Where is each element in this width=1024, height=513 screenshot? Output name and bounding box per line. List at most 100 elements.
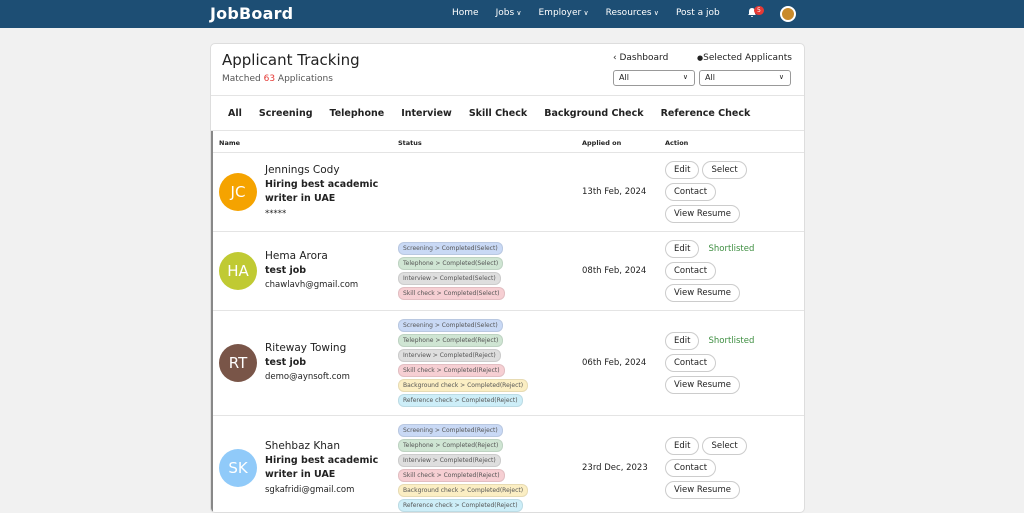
contact: chawlavh@gmail.com: [265, 280, 359, 291]
column-header: Applied on: [582, 139, 622, 147]
column-header: Action: [665, 139, 689, 147]
actions: Edit Select Contact View Resume: [665, 153, 795, 231]
matched-suffix: Applications: [277, 74, 333, 84]
applicant-row: SK Shehbaz Khan Hiring best academic write…: [213, 416, 804, 512]
nav-links: Home Jobs Employer Resources Post a job: [452, 8, 720, 18]
actions: Edit Shortlisted Contact View Resume: [665, 324, 795, 402]
resume-button[interactable]: View Resume: [665, 376, 740, 394]
avatar: RT: [219, 344, 257, 382]
edit-button[interactable]: Edit: [665, 332, 700, 350]
job-title: test job: [265, 264, 307, 276]
status-pill: Screening > Completed(Reject): [398, 424, 503, 437]
applicant: JC Jennings Cody Hiring best academic writ…: [219, 163, 380, 221]
status-pill: Skill check > Completed(Reject): [398, 469, 505, 482]
tabs: All Screening Telephone Interview Skill Chec…: [211, 95, 804, 131]
applicant-info: Jennings Cody Hiring best academic writer…: [265, 163, 380, 221]
edit-button[interactable]: Edit: [665, 161, 700, 179]
applicant-name[interactable]: Jennings Cody: [265, 164, 340, 176]
job-title: test job: [265, 356, 307, 368]
status-pill: Interview > Completed(Select): [398, 272, 501, 285]
tab[interactable]: Telephone: [329, 107, 385, 119]
tab[interactable]: Interview: [401, 107, 452, 119]
contact-button[interactable]: Contact: [665, 354, 717, 372]
applicant-row: RT Riteway Towing test job demo@aynsoft.com…: [213, 311, 804, 416]
edit-button[interactable]: Edit: [665, 240, 700, 258]
avatar: SK: [219, 449, 257, 487]
shortlisted-label: Shortlisted: [708, 244, 755, 254]
edit-button[interactable]: Edit: [665, 437, 700, 455]
avatar: JC: [219, 173, 257, 211]
applicant: RT Riteway Towing test job demo@aynsoft.com: [219, 341, 380, 385]
applied-date: 23rd Dec, 2023: [582, 463, 648, 473]
status-pill: Skill check > Completed(Reject): [398, 364, 505, 377]
tracking-card: Applicant Tracking Matched 63 Applicatio…: [210, 43, 805, 513]
applicant: HA Hema Arora test job chawlavh@gmail.com: [219, 249, 380, 293]
status-pill: Interview > Completed(Reject): [398, 349, 501, 362]
filter-select[interactable]: All: [613, 70, 695, 86]
shortlisted-label: Shortlisted: [708, 336, 755, 346]
status-pill: Background check > Completed(Reject): [398, 379, 529, 392]
contact: sgkafridi@gmail.com: [265, 484, 355, 495]
table: Name Status Applied on Action JC Jennings…: [211, 131, 804, 512]
applicant-name[interactable]: Shehbaz Khan: [265, 440, 341, 452]
column-header: Status: [398, 139, 422, 147]
selected-link[interactable]: Selected Applicants: [697, 53, 792, 63]
tab[interactable]: Screening: [258, 107, 313, 119]
contact-button[interactable]: Contact: [665, 262, 717, 280]
tab[interactable]: Skill Check: [468, 107, 528, 119]
status-pill: Telephone > Completed(Reject): [398, 334, 504, 347]
brand[interactable]: JobBoard: [210, 4, 294, 23]
applicant-name[interactable]: Hema Arora: [265, 250, 328, 263]
resume-button[interactable]: View Resume: [665, 284, 740, 302]
statuses: Screening > Completed(Select) Telephone >…: [398, 234, 582, 308]
nav-link[interactable]: Resources: [606, 8, 659, 18]
actions: Edit Select Contact View Resume: [665, 429, 795, 507]
applicant: SK Shehbaz Khan Hiring best academic write…: [219, 439, 380, 497]
statuses: Screening > Completed(Select) Telephone >…: [398, 311, 582, 415]
nav-link[interactable]: Employer: [539, 8, 589, 18]
tab[interactable]: Background Check: [544, 107, 644, 119]
dashboard-link[interactable]: Dashboard: [613, 53, 668, 63]
job-title: Hiring best academic writer in UAE: [265, 178, 379, 205]
statuses: [398, 186, 582, 198]
contact-button[interactable]: Contact: [665, 183, 717, 201]
applied-date: 06th Feb, 2024: [582, 358, 647, 368]
tab[interactable]: All: [228, 107, 242, 119]
applicant-info: Riteway Towing test job demo@aynsoft.com: [265, 341, 380, 385]
nav-link[interactable]: Jobs: [496, 8, 522, 18]
status-pill: Reference check > Completed(Reject): [398, 394, 523, 407]
nav-link[interactable]: Home: [452, 8, 479, 18]
status-pill: Screening > Completed(Select): [398, 242, 503, 255]
status-pill: Telephone > Completed(Select): [398, 257, 504, 270]
resume-button[interactable]: View Resume: [665, 205, 740, 223]
matched: Matched 63 Applications: [222, 74, 333, 84]
select-button[interactable]: Select: [702, 161, 747, 179]
select-button[interactable]: Select: [702, 437, 747, 455]
status-pill: Background check > Completed(Reject): [398, 484, 529, 497]
table-header: Name Status Applied on Action: [213, 131, 804, 153]
contact: demo@aynsoft.com: [265, 372, 350, 383]
notification-badge: 5: [754, 6, 764, 15]
resume-button[interactable]: View Resume: [665, 481, 740, 499]
avatar: HA: [219, 252, 257, 290]
column-header: Name: [219, 139, 241, 147]
user-avatar[interactable]: [780, 6, 796, 22]
status-pill: Interview > Completed(Reject): [398, 454, 501, 467]
nav-link[interactable]: Post a job: [675, 8, 720, 18]
matched-prefix: Matched: [222, 74, 261, 84]
applicant-info: Shehbaz Khan Hiring best academic writer …: [265, 439, 380, 497]
applicant-info: Hema Arora test job chawlavh@gmail.com: [265, 249, 380, 293]
job-title: Hiring best academic writer in UAE: [265, 454, 379, 481]
tab[interactable]: Reference Check: [660, 107, 751, 119]
navbar: JobBoard Home Jobs Employer Resources Post a…: [0, 0, 1024, 28]
contact-button[interactable]: Contact: [665, 459, 717, 477]
applied-date: 13th Feb, 2024: [582, 187, 647, 197]
contact: *****: [265, 208, 287, 219]
status-pill: Telephone > Completed(Reject): [398, 439, 504, 452]
applicant-name[interactable]: Riteway Towing: [265, 342, 347, 355]
filter-select[interactable]: All: [699, 70, 791, 86]
status-pill: Screening > Completed(Select): [398, 319, 503, 332]
applied-date: 08th Feb, 2024: [582, 266, 647, 276]
matched-count: 63: [263, 74, 276, 84]
